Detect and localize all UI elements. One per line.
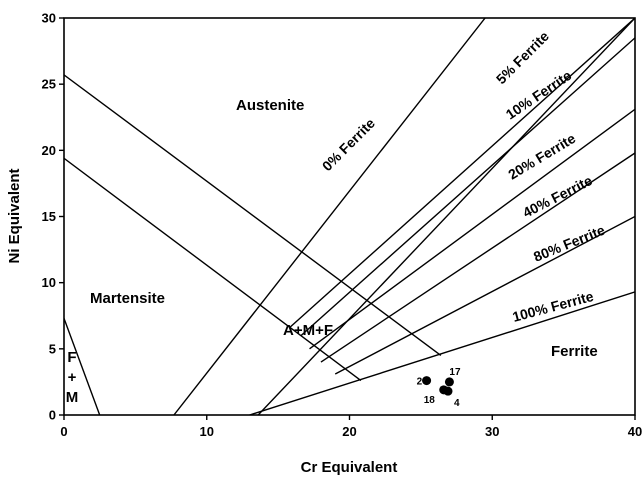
line-0-ferrite bbox=[257, 18, 635, 415]
data-point bbox=[444, 377, 454, 387]
ferrite-label-40-ferrite: 40% Ferrite bbox=[520, 172, 595, 221]
axis-ticks: 0 10 20 30 40 0 5 10 15 20 25 30 bbox=[42, 11, 643, 440]
region-label-austenite: Austenite bbox=[236, 97, 304, 114]
y-tick-label: 25 bbox=[42, 77, 56, 92]
x-tick-label: 0 bbox=[60, 424, 67, 439]
line-20-ferrite bbox=[309, 108, 635, 350]
point-label: 17 bbox=[449, 367, 461, 378]
boundary-lines bbox=[64, 18, 635, 415]
region-label-martensite: Martensite bbox=[90, 290, 165, 307]
x-tick-label: 30 bbox=[485, 424, 499, 439]
y-tick-label: 30 bbox=[42, 11, 56, 26]
line-f-m-boundary bbox=[64, 318, 101, 415]
x-axis-title: Cr Equivalent bbox=[301, 459, 398, 476]
point-label: 18 bbox=[424, 395, 436, 406]
line-80-ferrite bbox=[334, 215, 635, 375]
ferrite-label-100-ferrite: 100% Ferrite bbox=[511, 288, 596, 325]
ferrite-label-80-ferrite: 80% Ferrite bbox=[531, 222, 607, 265]
y-tick-label: 10 bbox=[42, 275, 56, 290]
line-upper-martensite-boundary bbox=[64, 74, 442, 357]
point-label: 4 bbox=[454, 398, 460, 409]
line-diagonal bbox=[173, 18, 486, 415]
region-label-ferrite: Ferrite bbox=[551, 343, 598, 360]
y-axis-title: Ni Equivalent bbox=[6, 168, 23, 263]
x-tick-label: 40 bbox=[628, 424, 642, 439]
y-tick-label: 5 bbox=[49, 341, 56, 356]
y-tick-label: 20 bbox=[42, 143, 56, 158]
data-points: 2 17 18 4 bbox=[417, 367, 461, 409]
ferrite-label-20-ferrite: 20% Ferrite bbox=[505, 130, 578, 183]
line-10-ferrite bbox=[300, 37, 635, 337]
region-label-a-m-f: A+M+F bbox=[283, 322, 333, 339]
line-lower-martensite-boundary bbox=[64, 157, 362, 382]
region-label-f-m: F + M bbox=[66, 349, 79, 406]
line-5-ferrite bbox=[289, 18, 635, 329]
data-point bbox=[422, 376, 432, 386]
x-tick-label: 10 bbox=[200, 424, 214, 439]
line-40-ferrite bbox=[320, 152, 635, 363]
data-point bbox=[443, 386, 453, 396]
line-100-ferrite bbox=[249, 291, 635, 415]
ferrite-label-5-ferrite: 5% Ferrite bbox=[493, 28, 552, 87]
x-tick-label: 20 bbox=[342, 424, 356, 439]
point-label: 2 bbox=[417, 377, 423, 388]
y-tick-label: 15 bbox=[42, 209, 56, 224]
y-tick-label: 0 bbox=[49, 408, 56, 423]
